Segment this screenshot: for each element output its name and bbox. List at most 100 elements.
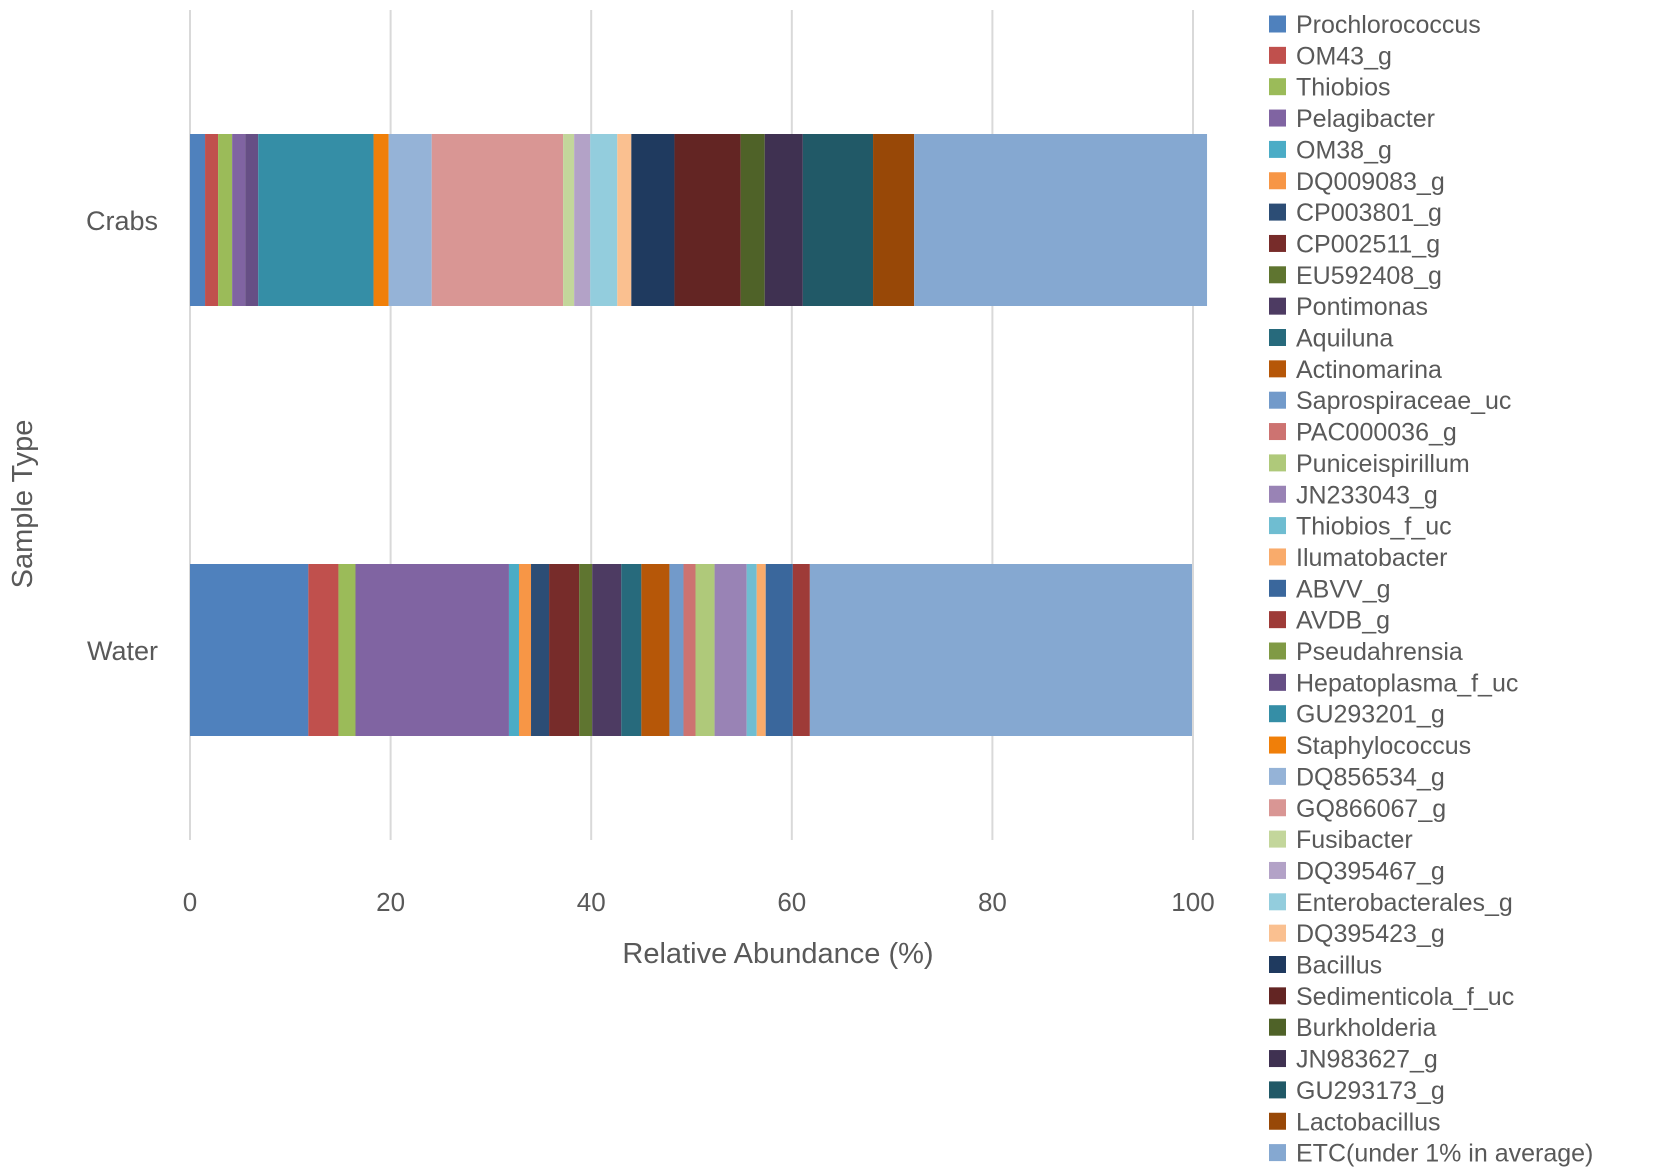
bar-segment-crabs-28 [590,134,618,306]
bar-segment-crabs-30 [631,134,675,306]
legend-label-26: Fusibacter [1296,826,1413,854]
x-axis-title: Relative Abundance (%) [622,938,933,970]
bar-segment-water-19 [792,564,810,736]
legend-swatch-26 [1269,830,1286,848]
y-axis-title: Sample Type [7,420,39,589]
legend-label-27: DQ395467_g [1296,857,1445,885]
legend-label-1: OM43_g [1296,42,1392,70]
bar-segment-water-12 [669,564,684,736]
legend-swatch-4 [1269,140,1286,158]
legend-swatch-25 [1269,799,1286,817]
legend-label-14: Puniceispirillum [1296,450,1470,478]
legend-label-16: Thiobios_f_uc [1296,513,1452,541]
legend-label-22: GU293201_g [1296,701,1445,729]
legend-swatch-29 [1269,924,1286,942]
legend-swatch-2 [1269,78,1286,96]
legend-label-29: DQ395423_g [1296,920,1445,948]
bar-segment-water-14 [695,564,715,736]
legend-swatch-18 [1269,579,1286,597]
x-tick-label-60: 60 [777,887,806,917]
bar-segment-crabs-34 [802,134,874,306]
bar-segment-water-16 [746,564,757,736]
legend-label-3: Pelagibacter [1296,105,1435,133]
legend-swatch-3 [1269,109,1286,127]
bar-segments [190,134,1208,736]
bar-segment-water-2 [338,564,356,736]
bar-segment-crabs-1 [205,134,219,306]
legend-label-11: Actinomarina [1296,356,1442,384]
bar-segment-water-7 [549,564,580,736]
legend-swatch-13 [1269,423,1286,441]
bar-segment-water-3 [355,564,509,736]
legend-label-17: Ilumatobacter [1296,544,1447,572]
legend-label-35: Lactobacillus [1296,1108,1441,1136]
legend-label-30: Bacillus [1296,952,1382,980]
bar-segment-water-4 [508,564,519,736]
legend-swatch-27 [1269,861,1286,879]
legend-swatch-5 [1269,172,1286,190]
legend-label-5: DQ009083_g [1296,168,1445,196]
legend-label-28: Enterobacterales_g [1296,889,1513,917]
bar-segment-water-13 [683,564,696,736]
bar-segment-crabs-22 [258,134,374,306]
x-tick-label-20: 20 [376,887,405,917]
legend-label-21: Hepatoplasma_f_uc [1296,669,1518,697]
bar-segment-crabs-24 [388,134,432,306]
legend-label-0: Prochlorococcus [1296,11,1481,39]
x-tick-label-40: 40 [577,887,606,917]
bar-segment-crabs-25 [431,134,564,306]
legend-swatch-36 [1269,1144,1286,1162]
bar-segment-water-5 [518,564,532,736]
bar-segment-crabs-26 [563,134,575,306]
legend-swatch-10 [1269,329,1286,346]
legend-label-24: DQ856534_g [1296,763,1445,791]
legend-label-23: Staphylococcus [1296,732,1471,760]
bar-segment-water-18 [765,564,793,736]
legend-label-34: GU293173_g [1296,1077,1445,1105]
legend-swatch-6 [1269,203,1286,221]
bar-segment-crabs-36 [914,134,1208,306]
legend-label-8: EU592408_g [1296,262,1442,290]
bar-segment-water-11 [641,564,670,736]
legend-label-31: Sedimenticola_f_uc [1296,983,1514,1011]
y-axis-categories: Crabs Water [86,206,158,666]
legend-swatch-24 [1269,767,1286,785]
legend-swatch-14 [1269,454,1286,472]
legend-label-20: Pseudahrensia [1296,638,1463,666]
bar-segment-water-8 [579,564,593,736]
x-tick-label-80: 80 [978,887,1007,917]
legend-label-36: ETC(under 1% in average) [1296,1140,1593,1168]
legend-label-4: OM38_g [1296,136,1392,164]
legend-swatch-19 [1269,611,1286,629]
bar-segment-water-1 [308,564,339,736]
legend-label-9: Pontimonas [1296,293,1428,321]
bar-segment-crabs-29 [617,134,632,306]
legend-swatch-8 [1269,266,1286,284]
legend-swatch-12 [1269,391,1286,409]
legend-swatch-0 [1269,15,1286,33]
legend-label-18: ABVV_g [1296,575,1391,603]
bar-segment-crabs-3 [232,134,246,306]
bar-segment-water-15 [714,564,747,736]
x-tick-label-100: 100 [1171,887,1214,917]
legend-label-25: GQ866067_g [1296,795,1446,823]
bar-segment-crabs-2 [218,134,233,306]
legend-swatch-23 [1269,736,1286,754]
bar-segment-crabs-32 [740,134,765,306]
legend-label-12: Saprospiraceae_uc [1296,387,1511,415]
legend-label-19: AVDB_g [1296,607,1390,635]
bar-segment-water-10 [621,564,642,736]
bar-segment-crabs-27 [574,134,591,306]
legend-swatch-7 [1269,234,1286,252]
bar-segment-crabs-21 [245,134,259,306]
x-tick-label-0: 0 [183,887,197,917]
legend-swatch-30 [1269,956,1286,973]
legend-swatch-22 [1269,705,1286,723]
legend-label-2: Thiobios [1296,74,1391,102]
legend-swatch-28 [1269,893,1286,911]
legend-swatch-11 [1269,360,1286,378]
legend-label-15: JN233043_g [1296,481,1438,509]
legend-swatch-9 [1269,297,1286,315]
legend-label-10: Aquiluna [1296,325,1393,353]
legend-swatch-34 [1269,1081,1286,1099]
